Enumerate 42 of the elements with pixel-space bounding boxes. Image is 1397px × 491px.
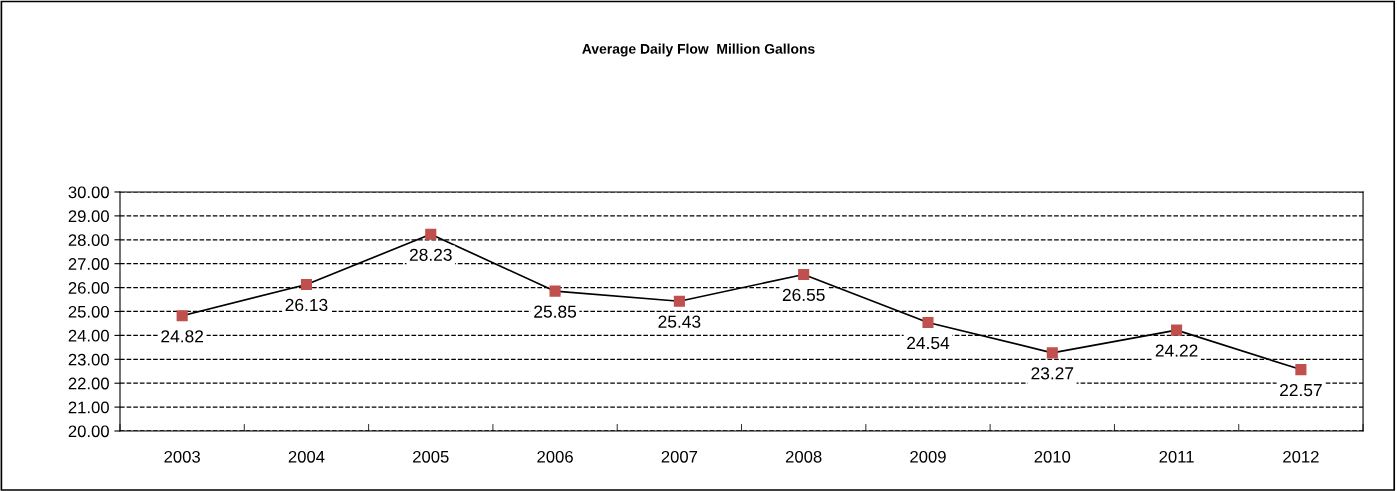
data-label: 25.43 <box>658 315 701 328</box>
data-label: 23.27 <box>1031 367 1074 380</box>
y-tick-label: 26.00 <box>68 281 109 294</box>
data-label: 24.22 <box>1155 344 1198 357</box>
data-label: 22.57 <box>1280 383 1322 397</box>
x-tick-label: 2011 <box>1159 450 1194 463</box>
y-tick-label: 30.00 <box>68 186 109 199</box>
point <box>1171 324 1183 336</box>
point <box>176 310 188 322</box>
x-tick-label: 2009 <box>910 450 946 463</box>
y-tick-label: 20.00 <box>68 425 109 438</box>
data-label: 24.54 <box>907 336 950 350</box>
y-tick-label: 21.00 <box>68 401 109 414</box>
point <box>549 285 561 297</box>
data-label: 28.23 <box>409 248 452 261</box>
y-tick-label: 29.00 <box>68 210 109 223</box>
y-tick-label: 28.00 <box>68 234 109 246</box>
x-tick-label: 2008 <box>785 450 822 463</box>
y-tick-label: 24.00 <box>68 329 109 342</box>
x-tick-label: 2010 <box>1034 450 1071 463</box>
data-label: 26.55 <box>782 288 825 302</box>
data-label: 24.82 <box>161 330 204 343</box>
data-label: 26.13 <box>285 298 328 312</box>
chart-title: Average Daily Flow Million Gallons <box>582 43 815 57</box>
point <box>798 268 810 280</box>
point <box>300 278 313 291</box>
x-tick-label: 2006 <box>537 450 573 463</box>
data-label: 25.85 <box>534 305 577 318</box>
x-tick-label: 2004 <box>288 450 325 463</box>
point <box>1046 347 1058 359</box>
x-tick-label: 2003 <box>164 450 200 463</box>
x-tick-label: 2005 <box>413 450 449 463</box>
point <box>673 295 685 307</box>
y-tick-label: 25.00 <box>68 305 109 318</box>
x-tick-label: 2012 <box>1283 450 1319 463</box>
x-tick-label: 2007 <box>661 450 698 463</box>
y-tick-label: 27.00 <box>68 258 109 270</box>
point <box>425 228 437 240</box>
y-tick-label: 23.00 <box>68 353 109 366</box>
point <box>1295 364 1307 376</box>
y-tick-label: 22.00 <box>68 377 109 390</box>
point <box>922 316 934 329</box>
